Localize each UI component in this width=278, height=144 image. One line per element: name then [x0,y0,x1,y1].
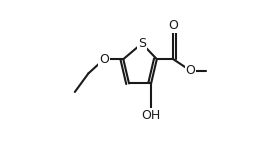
Text: O: O [185,64,195,77]
Text: O: O [99,53,109,66]
Text: O: O [168,19,178,32]
Text: OH: OH [142,109,161,122]
Text: S: S [138,37,146,50]
